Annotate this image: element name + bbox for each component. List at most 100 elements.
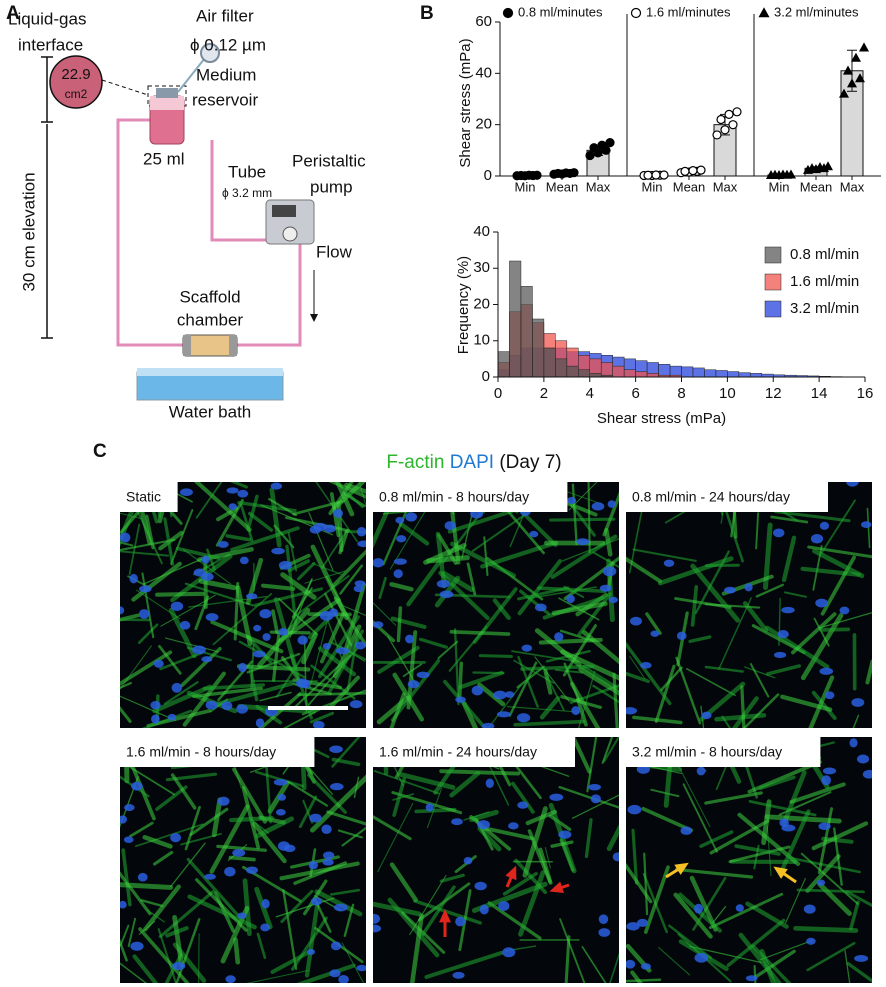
fiber: [789, 782, 846, 804]
nucleus: [204, 873, 216, 880]
fiber: [781, 535, 797, 583]
fiber: [120, 550, 170, 557]
fiber: [483, 826, 534, 841]
fiber: [284, 578, 313, 637]
data-point: [680, 166, 690, 176]
fiber: [718, 597, 752, 670]
fiber: [129, 760, 156, 821]
nucleus: [821, 775, 832, 786]
nucleus: [373, 621, 384, 629]
nucleus: [810, 534, 824, 544]
fiber: [138, 920, 156, 935]
fiber: [309, 774, 366, 833]
data-point: [769, 169, 781, 179]
fiber: [138, 927, 190, 983]
fiber: [443, 679, 488, 728]
nucleus: [301, 679, 311, 689]
fiber: [137, 623, 159, 644]
x-tick-label: Mean: [673, 179, 706, 194]
x-tick-label: 2: [540, 385, 548, 402]
label: Medium: [196, 65, 256, 84]
nucleus: [354, 580, 366, 587]
fiber: [643, 865, 670, 934]
fiber: [392, 793, 415, 801]
nucleus: [862, 769, 872, 779]
nucleus: [349, 700, 363, 709]
micrograph: 1.6 ml/min - 8 hours/day: [120, 737, 366, 983]
data-point: [716, 114, 726, 125]
fiber: [254, 816, 295, 839]
y-tick-label: 40: [473, 223, 490, 240]
fiber: [378, 576, 387, 599]
nucleus: [138, 585, 152, 593]
nucleus: [393, 569, 403, 579]
fiber: [511, 781, 535, 814]
nucleus: [860, 521, 872, 529]
nucleus: [150, 700, 161, 710]
fiber: [514, 764, 542, 800]
data-point: [659, 170, 669, 180]
fiber: [527, 829, 552, 884]
fiber: [297, 691, 366, 697]
fiber: [216, 844, 267, 852]
y-tick-label: 60: [475, 13, 492, 30]
fiber: [819, 627, 851, 632]
fiber: [520, 664, 595, 671]
fiber: [193, 482, 252, 532]
y-tick-label: 20: [473, 295, 490, 312]
fiber: [749, 663, 770, 698]
fiber: [700, 705, 705, 728]
nucleus: [120, 815, 127, 824]
fiber: [581, 946, 607, 983]
fiber: [674, 597, 732, 609]
fiber: [643, 852, 649, 916]
histogram-bar: [600, 362, 613, 378]
data-point: [846, 78, 858, 88]
nucleus: [120, 606, 125, 615]
nucleus: [598, 928, 611, 937]
fiber: [571, 794, 619, 819]
fiber: [788, 856, 861, 874]
nucleus: [353, 585, 364, 593]
panel-c-title: F-actin DAPI (Day 7): [386, 452, 561, 473]
nucleus: [278, 560, 293, 570]
fiber: [538, 637, 603, 645]
fiber: [120, 650, 173, 686]
nucleus: [395, 516, 405, 524]
fiber: [601, 737, 614, 764]
fiber: [592, 551, 619, 569]
data-point: [850, 52, 862, 62]
fiber: [153, 850, 174, 866]
fiber: [755, 583, 785, 598]
fiber: [626, 978, 662, 983]
nucleus: [171, 682, 183, 693]
data-point: [589, 143, 599, 153]
nucleus: [224, 866, 236, 877]
histogram-bar: [555, 358, 568, 378]
nucleus: [724, 586, 737, 594]
fiber: [758, 775, 796, 791]
nucleus: [781, 824, 796, 832]
fiber: [268, 497, 298, 517]
data-point: [532, 170, 542, 180]
label: 30 cm elevation: [19, 172, 38, 291]
y-tick-label: 20: [475, 116, 492, 133]
fiber: [686, 668, 736, 697]
fiber: [172, 914, 184, 968]
fiber: [584, 818, 593, 859]
nucleus: [129, 573, 138, 584]
fiber: [298, 795, 318, 829]
fiber: [278, 598, 341, 643]
tube: [210, 140, 268, 242]
nucleus: [205, 613, 219, 622]
nucleus: [335, 647, 350, 655]
data-point: [712, 130, 722, 140]
fiber: [780, 694, 833, 712]
histogram-bar: [589, 373, 602, 378]
y-tick-label: 0: [484, 167, 492, 184]
fiber: [833, 827, 843, 886]
fiber: [246, 494, 259, 532]
fiber: [586, 737, 598, 793]
fiber: [508, 661, 538, 717]
fiber: [120, 695, 176, 721]
